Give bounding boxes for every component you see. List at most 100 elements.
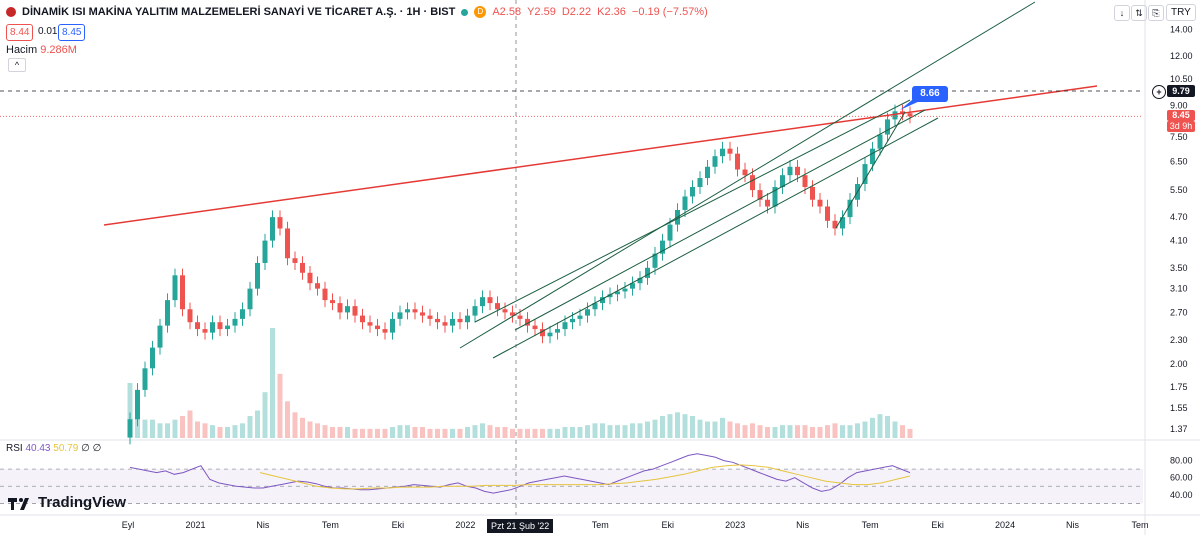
close-value: K2.36 bbox=[597, 6, 626, 18]
candle-body bbox=[240, 309, 245, 319]
data-flag-icon[interactable]: D bbox=[474, 6, 487, 18]
candle-body bbox=[412, 309, 418, 313]
candle-body bbox=[900, 111, 905, 114]
volume-bar bbox=[217, 427, 223, 438]
time-tick-label: Eki bbox=[392, 520, 405, 530]
symbol-logo-icon bbox=[6, 7, 16, 17]
collapse-legend-button[interactable]: ^ bbox=[8, 58, 26, 72]
candle-body bbox=[457, 318, 463, 323]
price-tick-label: 4.70 bbox=[1170, 212, 1188, 222]
dashed-price-label[interactable]: 9.79 bbox=[1167, 85, 1195, 97]
volume-bar bbox=[450, 428, 455, 438]
volume-bar bbox=[847, 425, 853, 438]
rsi-extra-1: ∅ bbox=[81, 443, 90, 454]
volume-bar bbox=[255, 410, 260, 438]
channel-line bbox=[459, 1, 1036, 349]
price-tick-label: 3.50 bbox=[1170, 263, 1188, 273]
candle-body bbox=[682, 196, 688, 210]
volume-bar bbox=[442, 428, 448, 438]
candle-body bbox=[405, 309, 410, 313]
candle-body bbox=[795, 166, 800, 176]
snapshot-icon[interactable]: ⎘ bbox=[1148, 5, 1164, 21]
sort-arrows-icon[interactable]: ⇅ bbox=[1131, 5, 1147, 21]
candle-body bbox=[382, 329, 388, 333]
volume-bar bbox=[172, 419, 178, 438]
volume-bar bbox=[262, 392, 268, 438]
candle-body bbox=[315, 283, 320, 289]
volume-bar bbox=[420, 427, 425, 438]
volume-bar bbox=[870, 417, 875, 438]
volume-bar bbox=[765, 427, 770, 438]
volume-bar bbox=[600, 423, 605, 438]
volume-bar bbox=[682, 414, 688, 438]
volume-bar bbox=[270, 328, 275, 438]
sell-button[interactable]: 8.44 bbox=[6, 24, 34, 41]
candle-body bbox=[870, 148, 875, 165]
candle-body bbox=[622, 288, 628, 292]
candle-body bbox=[562, 322, 568, 330]
candle-body bbox=[547, 332, 553, 337]
candle-body bbox=[442, 322, 448, 326]
candle-body bbox=[307, 272, 313, 284]
volume-bar bbox=[592, 423, 598, 438]
price-tick-label: 4.10 bbox=[1170, 236, 1188, 246]
volume-bar bbox=[645, 421, 650, 438]
volume-label: Hacim bbox=[6, 44, 38, 56]
volume-bar bbox=[727, 421, 733, 438]
volume-legend: Hacim 9.286M bbox=[6, 44, 77, 56]
price-tick-label: 14.00 bbox=[1170, 25, 1193, 35]
volume-bar bbox=[142, 419, 148, 438]
candle-body bbox=[735, 153, 740, 170]
volume-bar bbox=[772, 427, 778, 438]
candle-body bbox=[840, 217, 845, 229]
price-tick-label: 1.55 bbox=[1170, 403, 1188, 413]
volume-bar bbox=[195, 421, 200, 438]
high-value: Y2.59 bbox=[527, 6, 556, 18]
down-arrow-icon[interactable]: ↓ bbox=[1114, 5, 1130, 21]
candle-body bbox=[885, 119, 890, 135]
candle-body bbox=[607, 294, 613, 298]
candle-body bbox=[555, 329, 560, 333]
volume-bar bbox=[810, 427, 815, 438]
candle-body bbox=[195, 322, 200, 330]
time-tick-label: Eyl bbox=[122, 520, 135, 530]
candle-body bbox=[360, 315, 365, 323]
candle-body bbox=[727, 148, 733, 154]
volume-bar bbox=[660, 416, 665, 438]
candle-body bbox=[585, 309, 590, 316]
volume-bar bbox=[247, 416, 253, 438]
candle-body bbox=[210, 322, 215, 333]
candle-body bbox=[787, 166, 793, 176]
symbol-title[interactable]: DİNAMİK ISI MAKİNA YALITIM MALZEMELERİ S… bbox=[22, 6, 456, 18]
volume-bar bbox=[472, 425, 478, 438]
volume-bar bbox=[735, 423, 740, 438]
add-alert-icon[interactable]: + bbox=[1152, 85, 1166, 99]
candle-body bbox=[435, 318, 440, 323]
candle-body bbox=[510, 312, 515, 316]
candle-body bbox=[630, 283, 635, 289]
volume-bar bbox=[480, 423, 485, 438]
volume-bar bbox=[802, 425, 808, 438]
candle-body bbox=[135, 389, 140, 420]
volume-bar bbox=[202, 423, 208, 438]
volume-bar bbox=[825, 425, 830, 438]
volume-bar bbox=[540, 428, 545, 438]
volume-bar bbox=[397, 425, 403, 438]
channel-line bbox=[514, 109, 926, 331]
time-tick-label: 2023 bbox=[725, 520, 745, 530]
tradingview-logo[interactable]: TradingView bbox=[8, 494, 126, 511]
price-tick-label: 1.75 bbox=[1170, 382, 1188, 392]
currency-selector[interactable]: TRY bbox=[1166, 4, 1196, 21]
candle-body bbox=[772, 187, 778, 207]
resistance-trendline bbox=[103, 85, 1098, 226]
price-callout[interactable]: 8.66 bbox=[912, 86, 948, 102]
volume-bar bbox=[427, 428, 433, 438]
crosshair-date-label: Pzt 21 Şub '22 bbox=[487, 519, 554, 533]
buy-button[interactable]: 8.45 bbox=[58, 24, 86, 41]
candle-body bbox=[577, 315, 583, 319]
volume-bar bbox=[390, 427, 395, 438]
candle-body bbox=[142, 368, 148, 390]
candle-body bbox=[517, 315, 523, 319]
candle-body bbox=[450, 318, 455, 326]
